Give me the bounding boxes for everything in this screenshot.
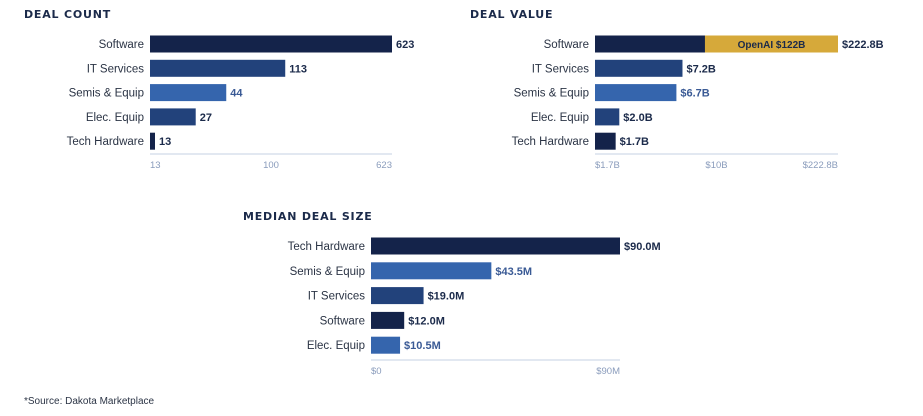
- tick-label-10b: $10B: [705, 160, 727, 171]
- category-label-software: Software: [99, 39, 144, 51]
- category-label-it-services: IT Services: [308, 291, 366, 303]
- category-label-elec-equip: Elec. Equip: [307, 340, 365, 352]
- median-deal-size-title: MEDIAN DEAL SIZE: [243, 210, 373, 223]
- bar-tech-hardware: [595, 132, 616, 150]
- bar-software: [150, 35, 392, 53]
- category-label-semis-and-equip: Semis & Equip: [69, 88, 144, 100]
- deal-value-title: DEAL VALUE: [470, 8, 553, 21]
- bar-elec-equip: [150, 108, 196, 126]
- category-label-tech-hardware: Tech Hardware: [67, 136, 144, 148]
- value-label-tech-hardware: $1.7B: [620, 136, 649, 148]
- bar-it-services: [595, 59, 683, 77]
- value-label-software: 623: [396, 39, 414, 51]
- value-label-it-services: $7.2B: [686, 63, 715, 75]
- source-note: *Source: Dakota Marketplace: [24, 396, 155, 407]
- deal-count-chart: Software 623 IT Services 113 Semis & Equip 44…: [67, 35, 414, 171]
- category-label-it-services: IT Services: [87, 63, 145, 75]
- value-label-it-services: $19.0M: [428, 291, 465, 303]
- category-label-it-services: IT Services: [532, 63, 590, 75]
- category-label-tech-hardware: Tech Hardware: [512, 136, 589, 148]
- value-label-semis-and-equip: 44: [230, 88, 243, 100]
- bar-tech-hardware: [150, 132, 155, 150]
- bar-software: [371, 311, 405, 329]
- deal-count-title: DEAL COUNT: [24, 8, 111, 21]
- tick-label-222-8b: $222.8B: [803, 160, 838, 171]
- annotation-openai: OpenAI $122B: [738, 40, 806, 51]
- value-label-software: $12.0M: [408, 315, 445, 327]
- value-label-tech-hardware: 13: [159, 136, 171, 148]
- bar-semis-and-equip: [371, 262, 492, 280]
- category-label-software: Software: [544, 39, 589, 51]
- value-label-tech-hardware: $90.0M: [624, 241, 661, 253]
- bar-it-services: [371, 287, 424, 305]
- value-label-semis-and-equip: $43.5M: [495, 266, 532, 278]
- value-label-semis-and-equip: $6.7B: [680, 88, 709, 100]
- bar-elec-equip: [595, 108, 620, 126]
- bar-semis-and-equip: [150, 84, 227, 102]
- category-label-elec-equip: Elec. Equip: [531, 112, 589, 124]
- bar-segment-openai: [704, 35, 838, 53]
- tick-label-0: $0: [371, 366, 382, 377]
- value-label-elec-equip: $10.5M: [404, 340, 441, 352]
- tick-label-1-7b: $1.7B: [595, 160, 620, 171]
- bar-semis-and-equip: [595, 84, 677, 102]
- deal-value-chart: Software OpenAI $122B $222.8B IT Services $7…: [512, 35, 884, 171]
- bar-elec-equip: [371, 336, 401, 354]
- tick-label-90m: $90M: [596, 366, 620, 377]
- bar-it-services: [150, 59, 286, 77]
- value-label-elec-equip: $2.0B: [623, 112, 652, 124]
- tick-label-13: 13: [150, 160, 161, 171]
- bar-tech-hardware: [371, 237, 620, 255]
- value-label-software: $222.8B: [842, 39, 884, 51]
- value-label-elec-equip: 27: [200, 112, 212, 124]
- tick-label-623: 623: [376, 160, 392, 171]
- category-label-elec-equip: Elec. Equip: [86, 112, 144, 124]
- tick-label-100: 100: [263, 160, 279, 171]
- category-label-software: Software: [320, 315, 365, 327]
- median-deal-size-chart: Tech Hardware $90.0M Semis & Equip $43.5M IT…: [288, 237, 661, 377]
- category-label-tech-hardware: Tech Hardware: [288, 241, 365, 253]
- value-label-it-services: 113: [289, 63, 307, 75]
- category-label-semis-and-equip: Semis & Equip: [290, 266, 365, 278]
- category-label-semis-and-equip: Semis & Equip: [514, 88, 589, 100]
